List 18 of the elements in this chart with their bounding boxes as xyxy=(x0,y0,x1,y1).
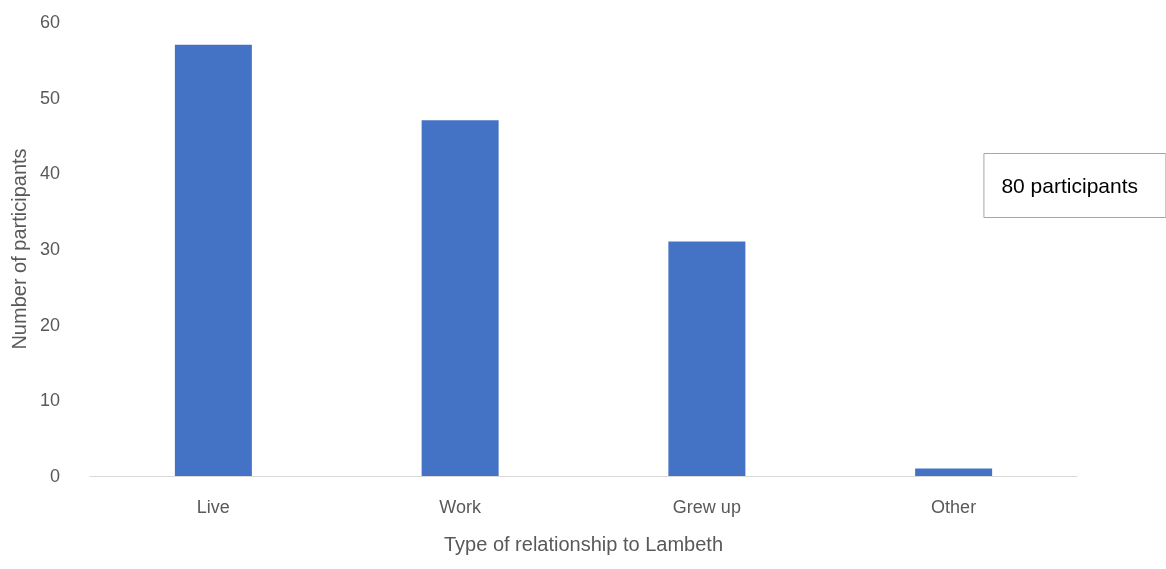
x-tick-label: Other xyxy=(931,497,977,517)
annotation: 80 participants xyxy=(1001,174,1139,197)
x-tick-label: Grew up xyxy=(672,497,741,517)
y-tick-label: 0 xyxy=(49,466,60,486)
y-tick-label: 60 xyxy=(39,12,60,32)
y-tick-label: 10 xyxy=(39,390,60,411)
y-tick-label: 30 xyxy=(39,239,60,259)
y-tick-label: 50 xyxy=(39,87,60,108)
bar xyxy=(421,120,499,476)
y-tick-label: 20 xyxy=(39,314,60,335)
bar xyxy=(668,241,746,476)
x-axis-title: Type of relationship to Lambeth xyxy=(443,533,724,555)
bar xyxy=(174,44,252,476)
x-tick-label: Work xyxy=(439,497,482,517)
x-tick-label: Live xyxy=(196,497,230,517)
y-axis-title: Number of participants xyxy=(8,148,31,350)
bar xyxy=(915,468,993,476)
y-tick-label: 40 xyxy=(39,163,60,184)
